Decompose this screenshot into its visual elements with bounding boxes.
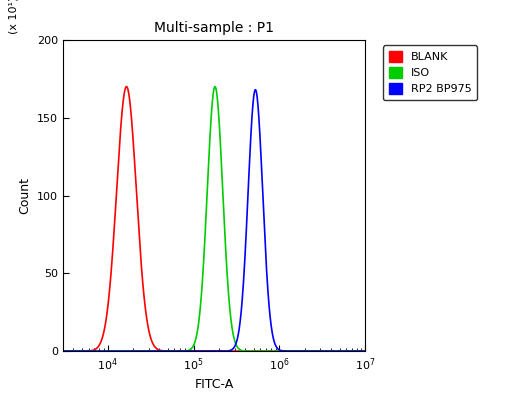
RP2 BP975 <box>275 347 281 352</box>
RP2 BP975 <box>242 250 248 255</box>
Line: RP2 BP975: RP2 BP975 <box>21 90 365 351</box>
ISO <box>212 84 218 89</box>
Line: ISO: ISO <box>21 87 365 351</box>
BLANK <box>225 349 231 354</box>
BLANK <box>275 349 281 354</box>
ISO <box>225 282 231 287</box>
RP2 BP975 <box>252 87 258 92</box>
BLANK <box>18 349 25 354</box>
ISO <box>275 349 281 354</box>
X-axis label: FITC-A: FITC-A <box>194 378 234 391</box>
BLANK <box>81 349 87 354</box>
ISO <box>18 349 25 354</box>
ISO <box>150 349 156 354</box>
RP2 BP975 <box>18 349 25 354</box>
Legend: BLANK, ISO, RP2 BP975: BLANK, ISO, RP2 BP975 <box>383 45 477 100</box>
RP2 BP975 <box>81 349 87 354</box>
RP2 BP975 <box>150 349 156 354</box>
Y-axis label: Count: Count <box>18 177 31 214</box>
BLANK <box>150 342 156 346</box>
RP2 BP975 <box>362 349 369 354</box>
ISO <box>301 349 307 354</box>
BLANK <box>301 349 307 354</box>
BLANK <box>362 349 369 354</box>
Text: (x 10¹): (x 10¹) <box>8 0 18 34</box>
ISO <box>242 349 248 354</box>
ISO <box>81 349 87 354</box>
Title: Multi-sample : P1: Multi-sample : P1 <box>154 21 274 35</box>
RP2 BP975 <box>224 348 231 353</box>
ISO <box>362 349 369 354</box>
Line: BLANK: BLANK <box>21 87 365 351</box>
BLANK <box>123 84 129 89</box>
RP2 BP975 <box>301 349 307 354</box>
BLANK <box>242 349 248 354</box>
